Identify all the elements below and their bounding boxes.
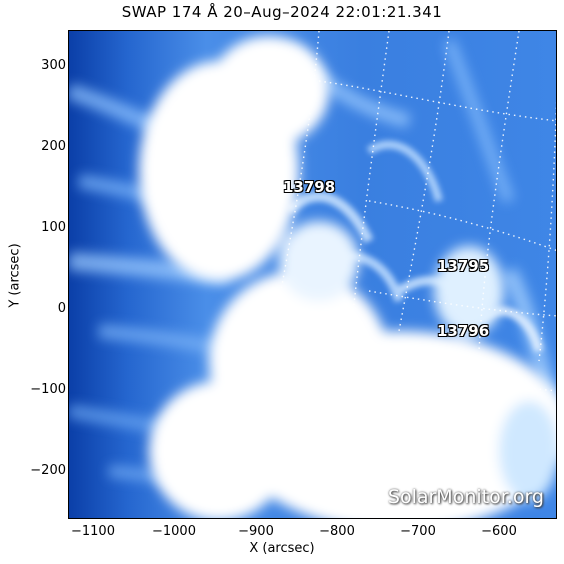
y-tick-label: 200	[41, 139, 66, 154]
y-tick-label: −100	[30, 382, 66, 397]
euv-image	[69, 31, 556, 518]
active-region-label: 13796	[437, 322, 490, 340]
y-tick-label: 100	[41, 220, 66, 235]
x-tick-label: −700	[400, 524, 436, 539]
x-tick-label: −1100	[71, 524, 115, 539]
watermark: SolarMonitor.org	[387, 486, 544, 508]
x-axis-label: X (arcsec)	[249, 541, 315, 556]
y-tick-label: 0	[57, 301, 66, 316]
active-region-label: 13795	[437, 257, 490, 275]
x-tick-label: −1000	[152, 524, 196, 539]
x-tick-label: −800	[319, 524, 355, 539]
image-title: SWAP 174 Å 20–Aug–2024 22:01:21.341	[121, 3, 443, 21]
y-tick-label: −200	[30, 463, 66, 478]
x-tick-label: −900	[238, 524, 274, 539]
solar-image-panel: 13798 13795 13796 SolarMonitor.org	[68, 30, 557, 519]
y-tick-label: 300	[41, 58, 66, 73]
x-tick-label: −600	[481, 524, 517, 539]
active-region-label: 13798	[283, 178, 336, 196]
